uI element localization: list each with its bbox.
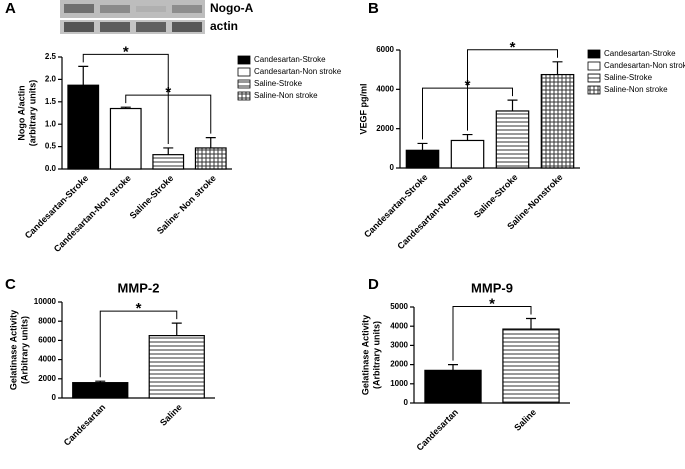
y-tick-label: 0	[52, 393, 57, 402]
error-bar	[120, 106, 131, 109]
y-tick-label: 0	[390, 163, 395, 172]
y-tick-label: 4000	[376, 84, 394, 93]
y-axis-label: (Arbitrary units)	[371, 321, 381, 389]
significance-bracket	[125, 94, 212, 134]
significance-bracket	[99, 310, 178, 378]
x-tick-label: Saline	[158, 402, 184, 428]
error-bar	[507, 99, 518, 111]
legend-label: Saline-Stroke	[254, 79, 303, 88]
legend-label: Saline-Stroke	[604, 73, 653, 82]
error-bar	[417, 142, 428, 151]
bar	[450, 139, 485, 169]
panel-label: C	[5, 276, 16, 293]
bar	[424, 369, 482, 404]
legend-label: Candesartan-Stroke	[604, 49, 676, 58]
blot-label: actin	[210, 19, 238, 33]
x-tick-label: Candesartan	[62, 402, 108, 448]
y-axis-label: Nogo A/actin	[16, 85, 26, 140]
panel-label: D	[368, 276, 379, 293]
bar	[405, 149, 440, 169]
y-tick-label: 0	[404, 398, 409, 407]
bar	[502, 328, 560, 404]
error-bar	[78, 65, 89, 86]
error-bar	[171, 322, 182, 336]
y-axis-label: VEGF pg/ml	[358, 83, 368, 134]
x-tick-label: Saline	[512, 407, 538, 433]
y-axis-label: Gelatinase Activity	[8, 310, 18, 390]
y-tick-label: 0.0	[45, 164, 57, 173]
y-tick-label: 1.0	[45, 119, 57, 128]
legend-label: Candesartan-Stroke	[254, 55, 326, 64]
legend-label: Saline-Non stroke	[254, 91, 318, 100]
y-tick-label: 8000	[38, 316, 56, 325]
y-tick-label: 3000	[390, 341, 408, 350]
legend-swatch	[237, 55, 251, 65]
y-tick-label: 2.5	[45, 52, 57, 61]
error-bar	[448, 364, 458, 371]
significance-star: *	[165, 84, 171, 101]
y-tick-label: 5000	[390, 302, 408, 311]
y-tick-label: 6000	[38, 336, 56, 345]
legend-swatch	[587, 49, 601, 59]
y-tick-label: 2.0	[45, 75, 57, 84]
legend-swatch	[237, 79, 251, 89]
bar	[67, 84, 100, 170]
significance-star: *	[489, 295, 495, 312]
legend-swatch	[587, 73, 601, 83]
significance-bracket	[82, 53, 169, 144]
bar	[152, 154, 185, 170]
x-tick-label: Saline-Stroke	[472, 172, 520, 220]
chart-title: MMP-2	[118, 280, 160, 295]
legend-label: Candesartan-Non stroke	[254, 67, 342, 76]
error-bar	[95, 380, 106, 383]
y-tick-label: 1.5	[45, 97, 57, 106]
y-tick-label: 4000	[390, 321, 408, 330]
panel-label: A	[5, 0, 16, 17]
error-bar	[205, 137, 216, 148]
bar	[72, 382, 129, 399]
y-tick-label: 6000	[376, 45, 394, 54]
x-tick-label: Candesartan-Non stroke	[52, 173, 133, 254]
y-tick-label: 2000	[38, 374, 56, 383]
significance-star: *	[510, 39, 516, 56]
error-bar	[526, 317, 536, 330]
y-tick-label: 2000	[376, 124, 394, 133]
legend-swatch	[237, 91, 251, 101]
significance-bracket	[452, 306, 532, 361]
significance-bracket	[467, 49, 558, 131]
error-bar	[163, 147, 174, 155]
y-tick-label: 2000	[390, 360, 408, 369]
y-tick-label: 0.5	[45, 142, 57, 151]
y-axis-label: (arbitrary units)	[27, 80, 37, 147]
western-blot	[60, 0, 205, 34]
panel-label: B	[368, 0, 379, 17]
bar	[109, 107, 142, 170]
significance-star: *	[123, 43, 129, 60]
y-tick-label: 4000	[38, 355, 56, 364]
legend-swatch	[587, 61, 601, 71]
x-tick-label: Candesartan	[414, 407, 460, 453]
legend-swatch	[587, 85, 601, 95]
legend-swatch	[237, 67, 251, 77]
x-tick-label: Candesartan-Nonstroke	[395, 172, 474, 251]
y-tick-label: 1000	[390, 379, 408, 388]
y-axis-label: Gelatinase Activity	[360, 315, 370, 395]
legend-label: Candesartan-Non stroke	[604, 61, 685, 70]
bar	[194, 147, 227, 170]
y-axis-label: (Arbitrary units)	[19, 316, 29, 384]
error-bar	[462, 133, 473, 141]
x-tick-label: Saline-Stroke	[128, 173, 176, 221]
bar	[148, 335, 205, 399]
blot-label: Nogo-A	[210, 1, 254, 15]
error-bar	[552, 61, 563, 75]
bar	[495, 110, 530, 169]
legend-label: Saline-Non stroke	[604, 85, 668, 94]
bar	[540, 73, 575, 169]
y-tick-label: 10000	[34, 297, 57, 306]
chart-title: MMP-9	[471, 280, 513, 295]
significance-star: *	[136, 300, 142, 317]
